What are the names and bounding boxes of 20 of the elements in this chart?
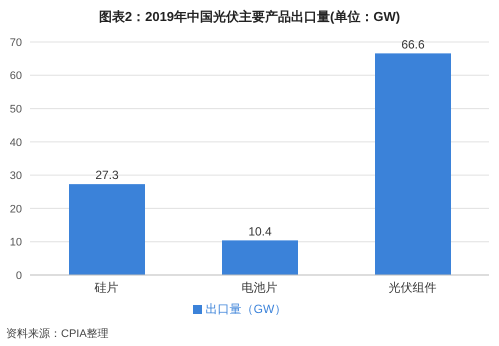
chart-title: 图表2：2019年中国光伏主要产品出口量(单位：GW) bbox=[98, 8, 402, 26]
y-tick-label: 50 bbox=[10, 103, 22, 116]
x-tick-label: 光伏组件 bbox=[388, 280, 436, 295]
x-tick-label: 硅片 bbox=[94, 280, 118, 295]
text: 资料来源：CPIA整理 bbox=[6, 327, 109, 341]
data-label: 10.4 bbox=[248, 224, 272, 238]
y-tick-label: 60 bbox=[10, 70, 22, 82]
y-tick-label: 0 bbox=[16, 270, 22, 282]
bar bbox=[375, 53, 451, 275]
y-tick-label: 20 bbox=[10, 203, 22, 216]
data-label: 66.6 bbox=[401, 37, 425, 52]
y-tick-label: 40 bbox=[10, 136, 22, 149]
y-tick-label: 30 bbox=[10, 170, 22, 182]
data-label: 27.3 bbox=[95, 168, 119, 182]
y-tick-label: 70 bbox=[10, 36, 22, 49]
bar bbox=[69, 184, 145, 275]
y-tick-label: 10 bbox=[10, 236, 22, 249]
legend-label: 出口量（GW） bbox=[206, 302, 286, 316]
x-tick-label: 电池片 bbox=[242, 280, 278, 295]
bar bbox=[222, 240, 298, 275]
